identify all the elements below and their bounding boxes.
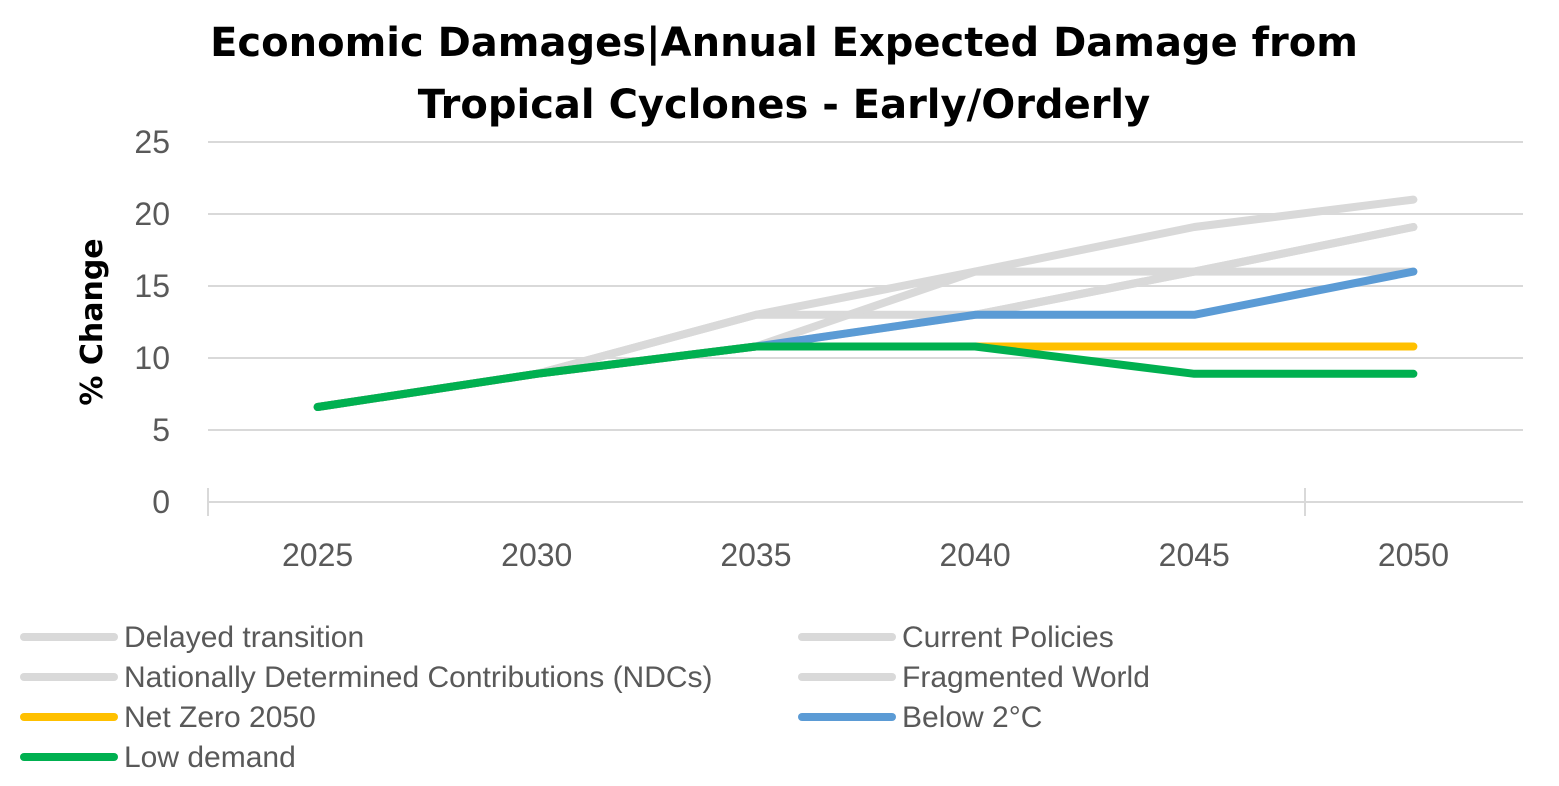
- x-tick-label-2030: 2030: [501, 537, 572, 573]
- y-tick-label-20: 20: [134, 196, 170, 232]
- legend: Delayed transition Current Policies Nation…: [20, 621, 1150, 774]
- x-axis: [207, 488, 1523, 516]
- legend-label-0: Delayed transition: [124, 621, 364, 654]
- y-tick-label-0: 0: [152, 484, 170, 520]
- y-axis-label: % Change: [75, 238, 110, 405]
- y-tick-label-15: 15: [134, 268, 170, 304]
- x-tick-label-2025: 2025: [282, 537, 353, 573]
- chart-title-line-2: Tropical Cyclones - Early/Orderly: [418, 82, 1150, 128]
- y-tick-label-5: 5: [152, 412, 170, 448]
- series-line-6: [313, 342, 1418, 411]
- legend-label-5: Below 2°C: [902, 701, 1042, 734]
- x-tick-labels: 2025 2030 2035 2040 2045 2050: [282, 537, 1449, 573]
- y-tick-label-10: 10: [134, 340, 170, 376]
- x-tick-label-2045: 2045: [1159, 537, 1230, 573]
- y-tick-labels: 0 5 10 15 20 25: [134, 124, 170, 520]
- x-tick-label-2040: 2040: [939, 537, 1010, 573]
- chart-title-line-1: Economic Damages|Annual Expected Damage …: [210, 20, 1358, 67]
- legend-label-6: Low demand: [124, 741, 296, 774]
- y-tick-label-25: 25: [134, 124, 170, 160]
- legend-label-2: Nationally Determined Contributions (NDC…: [124, 661, 713, 694]
- x-tick-label-2035: 2035: [720, 537, 791, 573]
- legend-label-1: Current Policies: [902, 621, 1114, 654]
- legend-label-4: Net Zero 2050: [124, 701, 316, 734]
- x-tick-label-2050: 2050: [1378, 537, 1449, 573]
- legend-label-3: Fragmented World: [902, 661, 1150, 694]
- series-lines: [313, 195, 1418, 411]
